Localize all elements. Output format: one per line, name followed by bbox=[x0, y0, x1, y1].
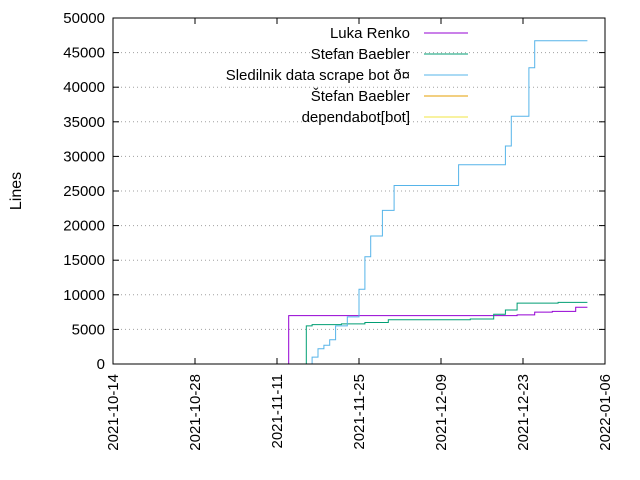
x-tick-label: 2021-10-14 bbox=[105, 374, 122, 451]
y-tick-label: 35000 bbox=[63, 114, 105, 131]
legend: Luka Renko Stefan Baebler Sledilnik data s… bbox=[226, 25, 468, 126]
legend-label: Luka Renko bbox=[330, 25, 410, 42]
y-tick-label: 15000 bbox=[63, 252, 105, 269]
legend-label: Stefan Baebler bbox=[311, 46, 410, 63]
y-tick-label: 10000 bbox=[63, 287, 105, 304]
legend-label: Sledilnik data scrape bot ð¤ bbox=[226, 67, 410, 84]
series-line-0 bbox=[289, 307, 588, 364]
y-tick-label: 5000 bbox=[72, 321, 105, 338]
x-tick-label: 2021-11-25 bbox=[351, 374, 368, 450]
y-axis: 0 5000 10000 15000 20000 25000 30000 35000 40000… bbox=[63, 10, 605, 373]
y-tick-label: 25000 bbox=[63, 183, 105, 200]
y-axis-label: Lines bbox=[8, 172, 25, 210]
x-tick-label: 2021-12-23 bbox=[515, 374, 532, 451]
y-tick-label: 20000 bbox=[63, 218, 105, 235]
y-tick-label: 30000 bbox=[63, 148, 105, 165]
y-tick-label: 0 bbox=[97, 356, 105, 373]
x-tick-label: 2022-01-06 bbox=[597, 374, 614, 451]
legend-label: Štefan Baebler bbox=[311, 88, 410, 105]
y-tick-label: 40000 bbox=[63, 79, 105, 96]
x-tick-label: 2021-12-09 bbox=[433, 374, 450, 451]
x-tick-label: 2021-10-28 bbox=[187, 374, 204, 451]
y-tick-label: 45000 bbox=[63, 45, 105, 62]
y-tick-label: 50000 bbox=[63, 10, 105, 27]
legend-label: dependabot[bot] bbox=[302, 109, 410, 126]
x-tick-label: 2021-11-11 bbox=[269, 374, 286, 449]
